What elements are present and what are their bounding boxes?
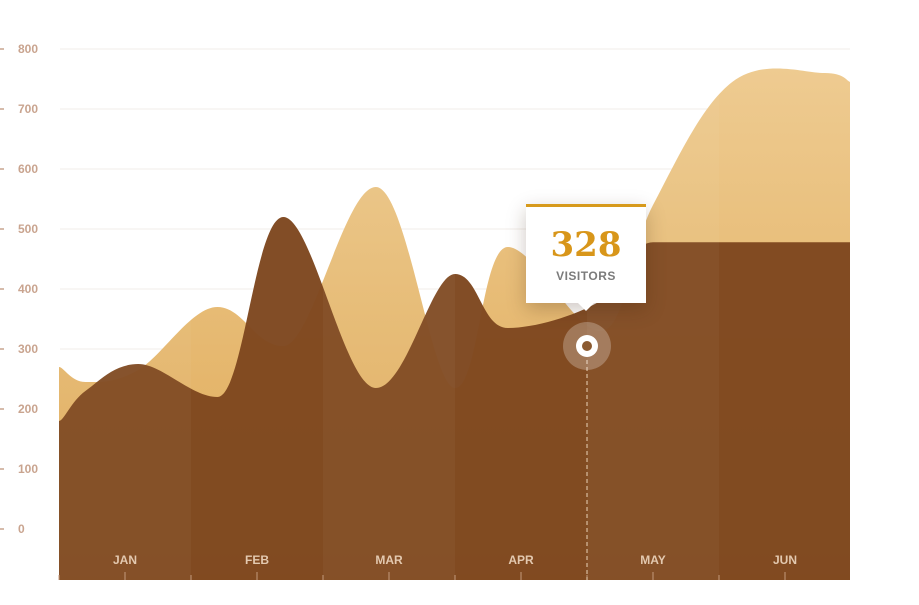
month-band [59, 0, 191, 580]
y-tick-label: 500 [18, 222, 38, 236]
month-band [323, 0, 455, 580]
x-tick-label-mar: MAR [375, 553, 403, 567]
y-axis-ticks: 0 100 200 300 400 500 600 700 800 [0, 42, 38, 536]
y-tick-label: 300 [18, 342, 38, 356]
x-tick-label-jan: JAN [113, 553, 137, 567]
x-tick-label-apr: APR [508, 553, 534, 567]
y-tick-label: 0 [18, 522, 25, 536]
tooltip-value: 328 [550, 225, 622, 265]
x-tick-label-may: MAY [640, 553, 666, 567]
data-point-core [582, 341, 592, 351]
tooltip-label: VISITORS [556, 269, 616, 283]
x-axis-ticks: JAN FEB MAR APR MAY JUN [58, 553, 797, 580]
area-series-dark [59, 217, 850, 580]
tooltip-marker-group [563, 322, 611, 580]
y-tick-label: 200 [18, 402, 38, 416]
y-tick-label: 100 [18, 462, 38, 476]
x-tick-label-jun: JUN [773, 553, 797, 567]
visitors-tooltip: 328 VISITORS [526, 204, 646, 311]
y-tick-label: 700 [18, 102, 38, 116]
area-series-group [59, 68, 850, 580]
x-tick-label-feb: FEB [245, 553, 269, 567]
y-tick-label: 400 [18, 282, 38, 296]
y-tick-label: 800 [18, 42, 38, 56]
y-tick-label: 600 [18, 162, 38, 176]
